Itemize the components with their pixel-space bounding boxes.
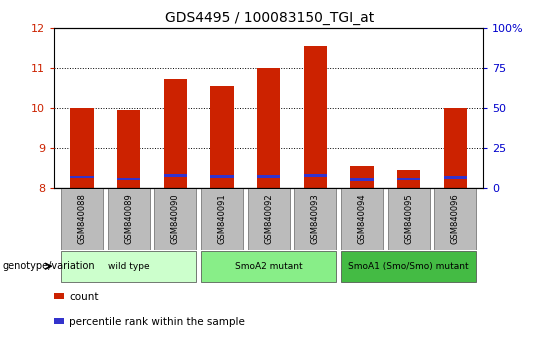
Bar [154,188,197,250]
Bar [70,176,93,178]
Text: genotype/variation: genotype/variation [3,261,96,271]
Bar [257,68,280,188]
Bar [61,251,197,281]
Bar [341,251,476,281]
Bar [444,176,467,178]
Bar [54,318,64,324]
Bar [257,175,280,178]
Bar [303,46,327,188]
Bar [434,188,476,250]
Text: SmoA1 (Smo/Smo) mutant: SmoA1 (Smo/Smo) mutant [348,262,469,271]
Bar [444,108,467,188]
Text: percentile rank within the sample: percentile rank within the sample [69,317,245,327]
Bar [397,170,420,188]
Bar [294,188,336,250]
Text: GSM840091: GSM840091 [218,193,226,244]
Text: GSM840096: GSM840096 [451,193,460,244]
Text: GDS4495 / 100083150_TGI_at: GDS4495 / 100083150_TGI_at [165,11,375,25]
Text: GSM840093: GSM840093 [311,193,320,244]
Text: GSM840088: GSM840088 [78,193,86,244]
Text: GSM840090: GSM840090 [171,193,180,244]
Bar [210,86,234,188]
Bar [350,178,374,181]
Text: GSM840094: GSM840094 [357,193,367,244]
Bar [350,166,374,188]
Bar [70,108,93,188]
Text: count: count [69,292,99,302]
Bar [164,175,187,177]
Bar [303,175,327,177]
Bar [201,188,243,250]
Bar [164,79,187,188]
Bar [341,188,383,250]
Text: wild type: wild type [108,262,150,271]
Bar [107,188,150,250]
Bar [201,251,336,281]
Bar [248,188,289,250]
Bar [117,110,140,188]
Text: SmoA2 mutant: SmoA2 mutant [235,262,302,271]
Bar [388,188,430,250]
Bar [210,175,234,178]
Bar [117,178,140,180]
Text: GSM840092: GSM840092 [264,193,273,244]
Bar [54,293,64,299]
Text: GSM840095: GSM840095 [404,193,413,244]
Text: GSM840089: GSM840089 [124,193,133,244]
Bar [61,188,103,250]
Bar [397,178,420,180]
